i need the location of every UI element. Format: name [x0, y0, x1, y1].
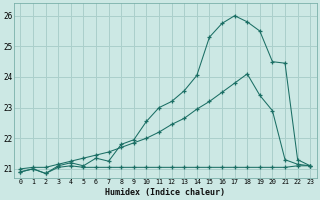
X-axis label: Humidex (Indice chaleur): Humidex (Indice chaleur)	[105, 188, 225, 197]
